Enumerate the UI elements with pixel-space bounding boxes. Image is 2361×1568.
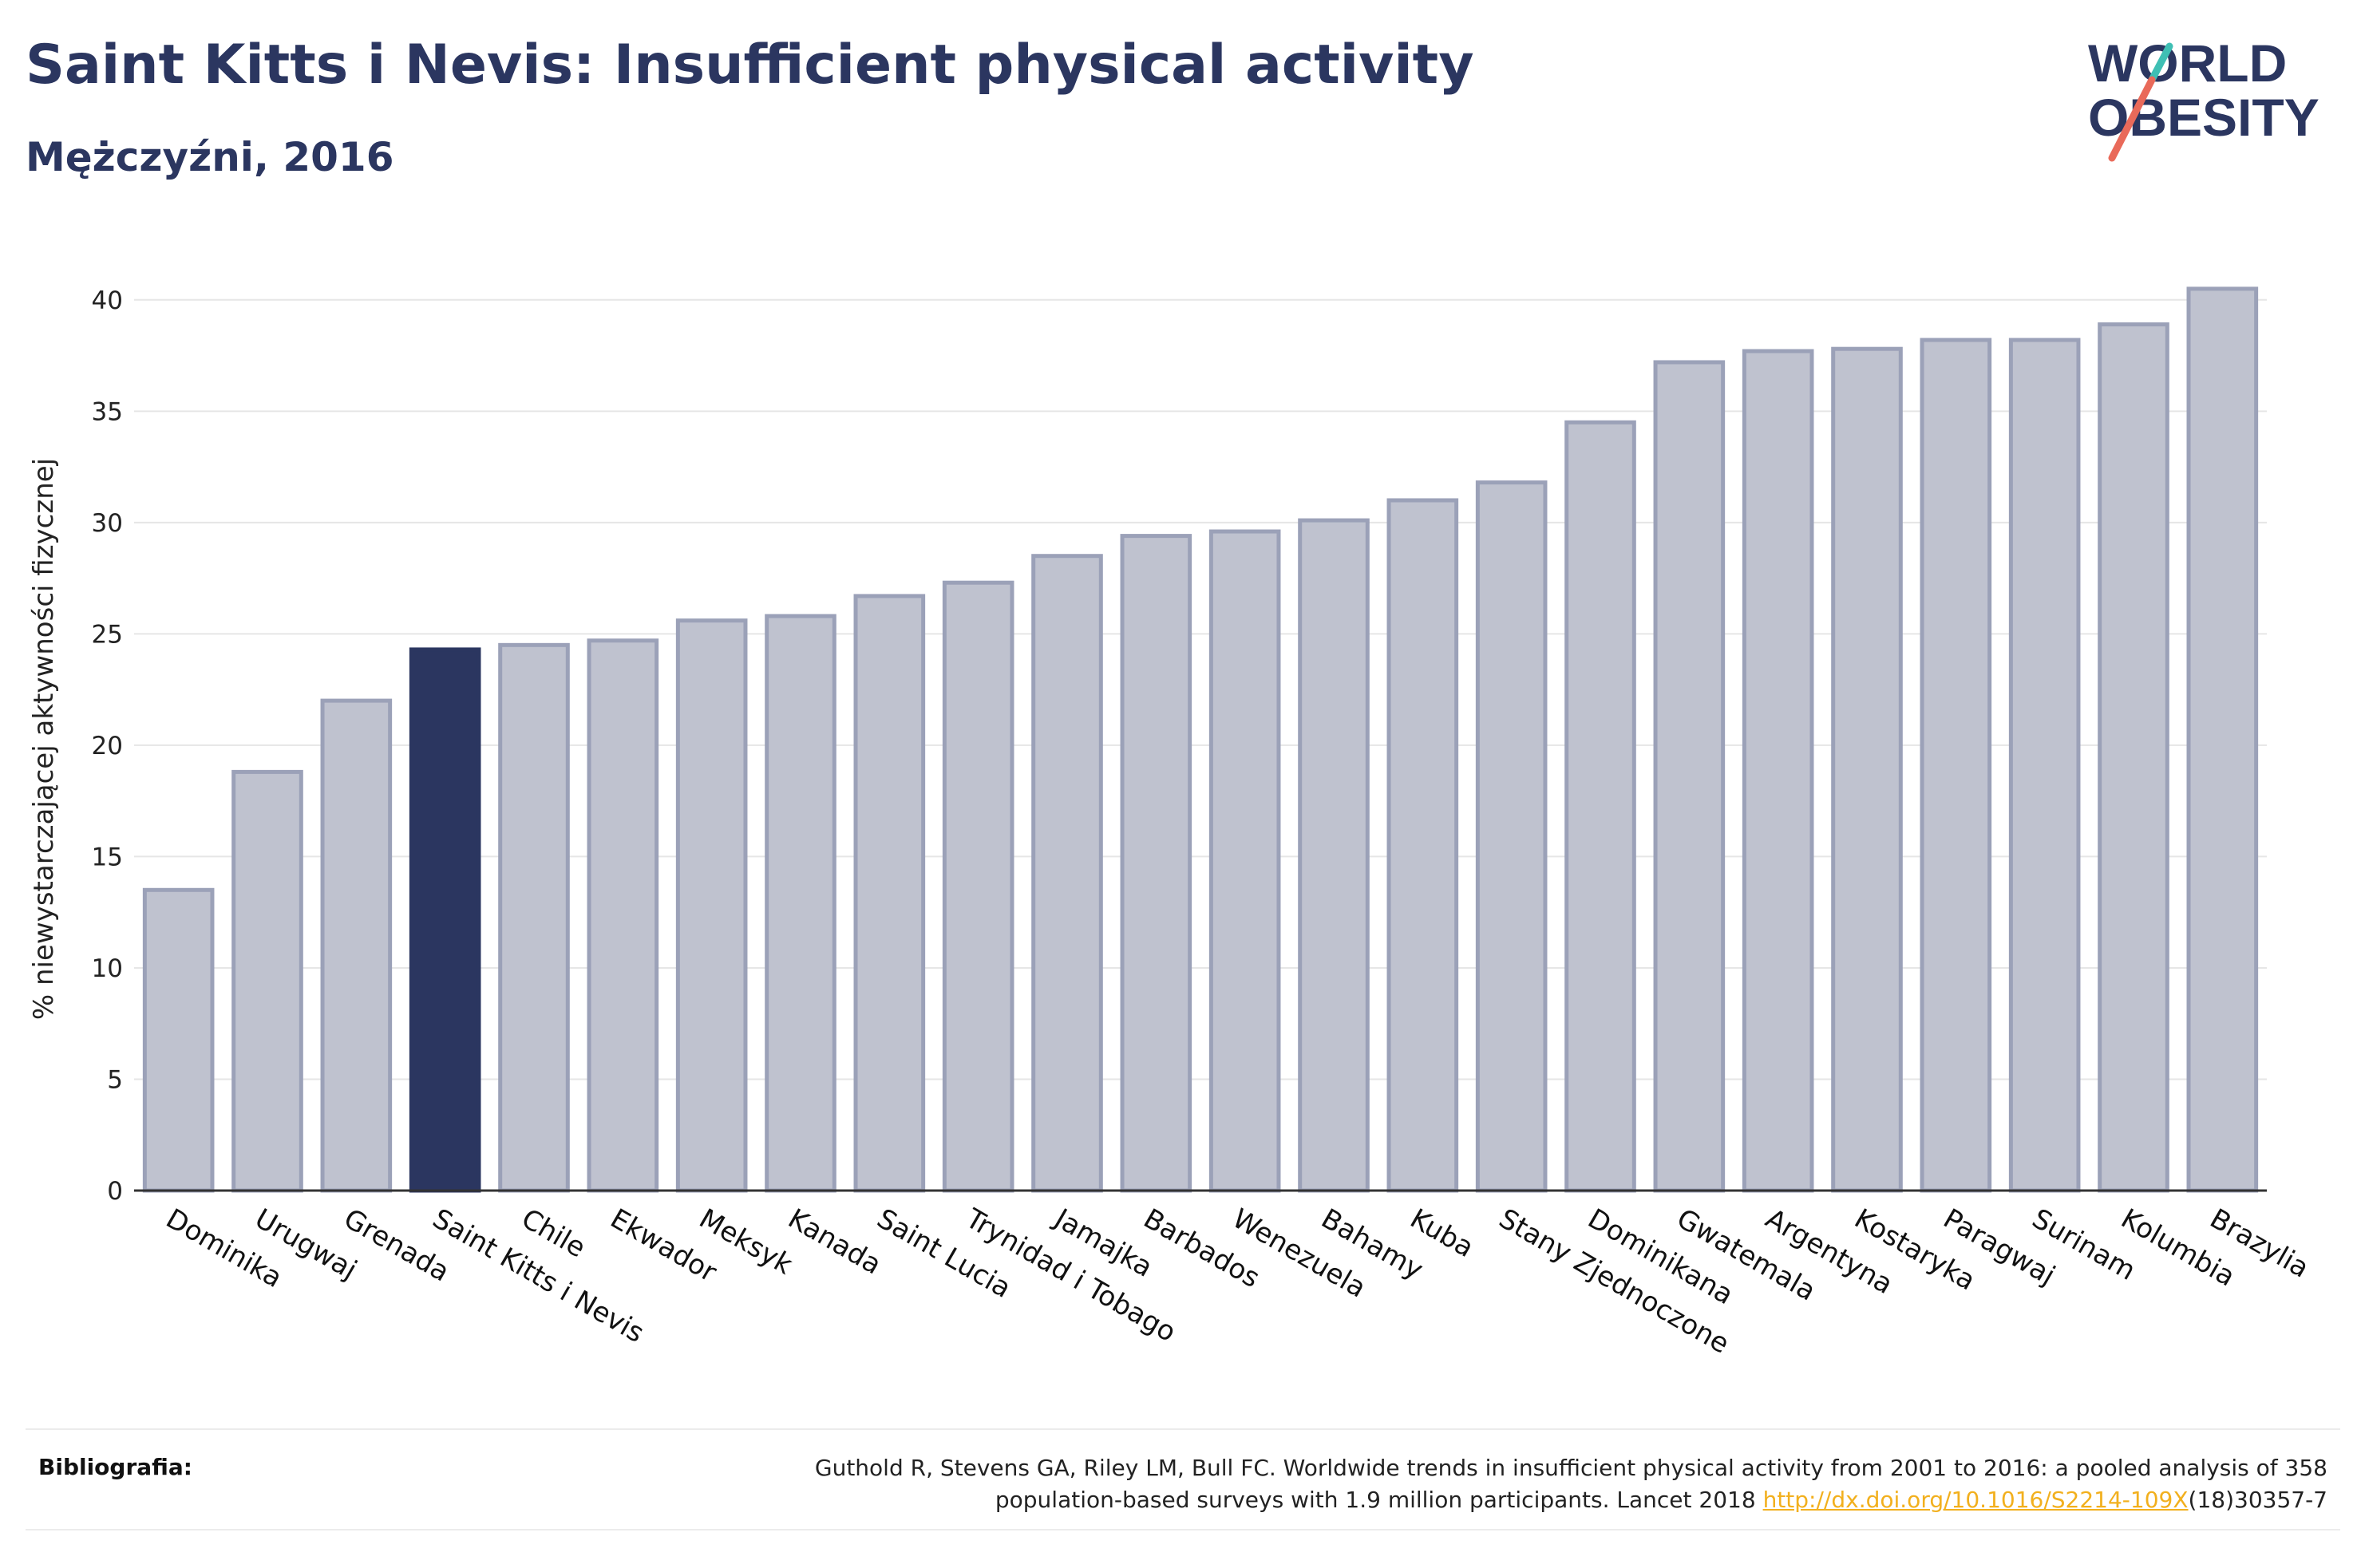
bar-chart: 0 5 10 15 20 25 30 35 40 DominikaUrugwajGrenadaS… <box>28 286 2314 1361</box>
y-tick-label: 10 <box>92 954 123 983</box>
bar-grenada <box>320 698 393 1193</box>
bar-dominika <box>142 887 215 1193</box>
bar-chile <box>498 642 570 1193</box>
y-tick-label: 0 <box>107 1177 123 1206</box>
logo-line1: WORLD <box>2088 34 2287 93</box>
bar-urugwaj <box>231 769 303 1193</box>
bibliography-label: Bibliografia: <box>38 1454 193 1480</box>
y-tick-label: 15 <box>92 843 123 871</box>
bibliography-footer: Bibliografia: Guthold R, Stevens GA, Ril… <box>26 1428 2340 1530</box>
page-title: Saint Kitts i Nevis: Insufficient physic… <box>26 34 1474 97</box>
x-tick-label: Kanada <box>783 1203 887 1281</box>
y-tick-label: 30 <box>92 509 123 538</box>
y-axis-ticks: 0 5 10 15 20 25 30 35 40 <box>92 286 123 1206</box>
y-tick-label: 40 <box>92 286 123 315</box>
bar-argentyna <box>1742 349 1814 1193</box>
bar-gwatemala <box>1653 360 1726 1193</box>
page-subtitle: Mężczyźni, 2016 <box>26 134 394 180</box>
bibliography-line1: Guthold R, Stevens GA, Riley LM, Bull FC… <box>814 1455 2327 1481</box>
bibliography-text: Guthold R, Stevens GA, Riley LM, Bull FC… <box>571 1452 2327 1516</box>
bar-wenezuela <box>1208 529 1281 1193</box>
bar-kanada <box>765 614 836 1193</box>
bar-kolumbia <box>2098 322 2169 1193</box>
logo-stroke-teal <box>2148 42 2173 84</box>
y-tick-label: 25 <box>92 620 123 649</box>
bar-kuba <box>1386 498 1459 1193</box>
bar-kostaryka <box>1831 346 1903 1193</box>
bar-saint-lucia <box>853 594 926 1193</box>
logo-stroke-coral <box>2108 76 2156 162</box>
y-tick-label: 20 <box>92 732 123 760</box>
y-axis-label: % niewystarczającej aktywności fizycznej <box>28 458 60 1020</box>
bars <box>142 286 2259 1193</box>
doi-link[interactable]: http://dx.doi.org/10.1016/S2214-109X <box>1762 1487 2189 1513</box>
bar-barbados <box>1120 534 1192 1193</box>
bibliography-line2-suffix: (18)30357-7 <box>2188 1487 2327 1513</box>
y-tick-label: 35 <box>92 397 123 426</box>
bar-paragwaj <box>1920 338 1992 1193</box>
bibliography-line2-prefix: population-based surveys with 1.9 millio… <box>995 1487 1763 1513</box>
bar-saint-kitts-i-nevis <box>409 647 481 1193</box>
bar-bahamy <box>1298 518 1370 1193</box>
bar-brazylia <box>2186 286 2259 1193</box>
grid-lines <box>134 298 2267 1080</box>
bar-stany-zjednoczone <box>1475 480 1548 1193</box>
bar-jamajka <box>1031 554 1103 1193</box>
bar-meksyk <box>675 618 748 1193</box>
bar-dominikana <box>1564 420 1636 1193</box>
world-obesity-logo: WORLD OBESITY <box>2088 34 2319 162</box>
bar-trynidad-i-tobago <box>942 580 1014 1193</box>
bar-ekwador <box>587 638 659 1193</box>
bar-surinam <box>2008 338 2081 1193</box>
y-tick-label: 5 <box>107 1065 123 1094</box>
